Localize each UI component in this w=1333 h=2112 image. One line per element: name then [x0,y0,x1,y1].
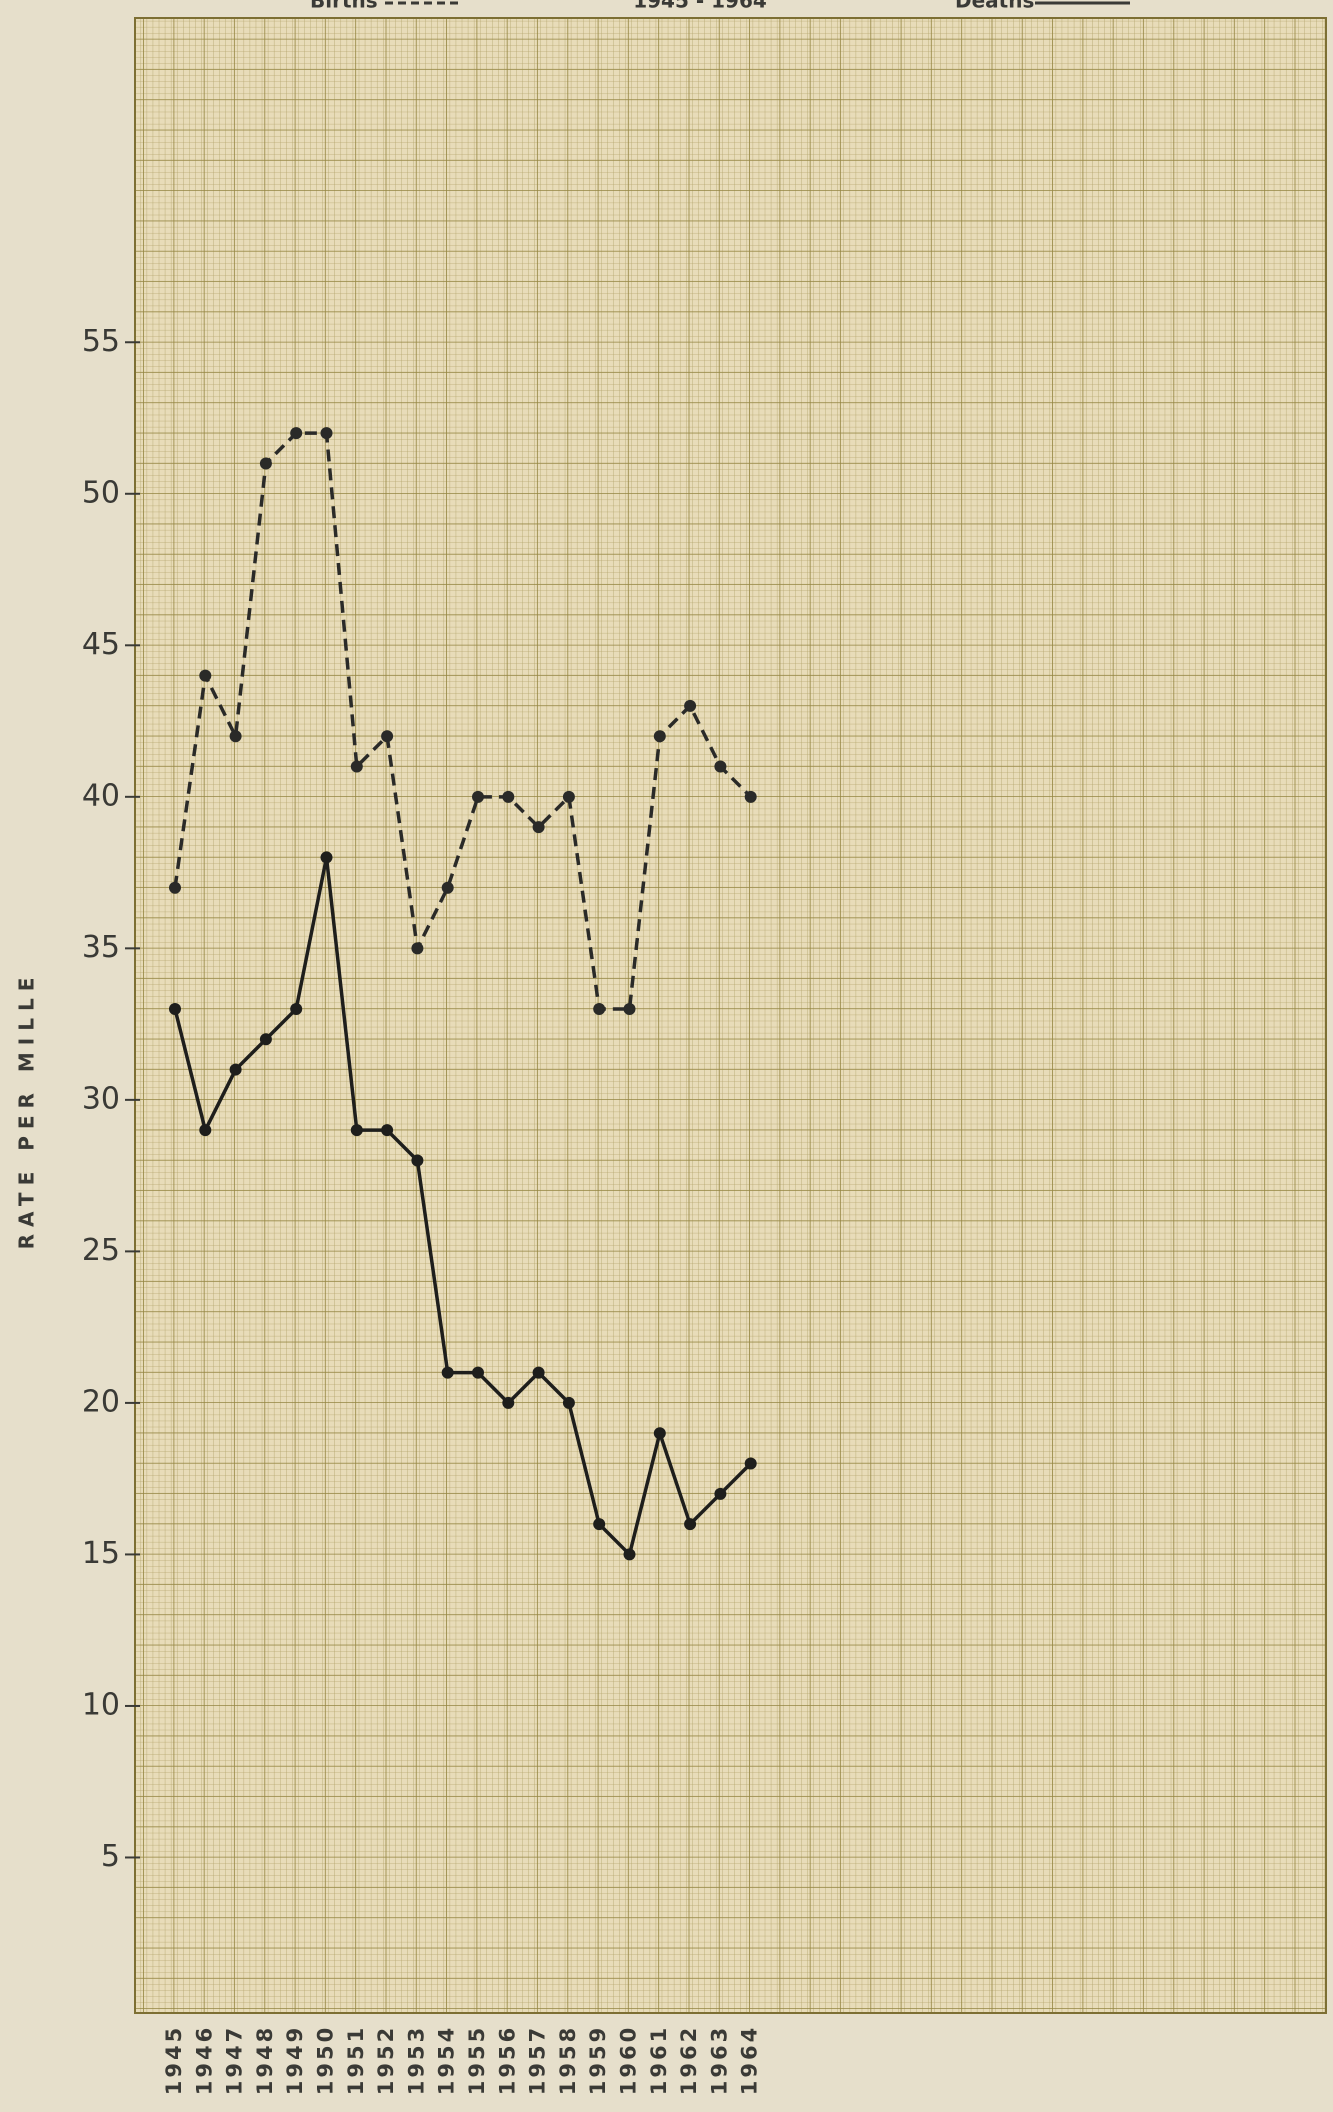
legend-births: Births [310,0,378,13]
data-point [229,730,242,743]
data-point [472,790,484,803]
data-point [169,1002,181,1015]
data-point [714,760,727,773]
x-tick-label: 1949 [283,2025,307,2095]
x-tick-label: 1960 [617,2025,641,2095]
y-tick-label: 30 [82,1081,120,1116]
grid-border [134,17,1327,2014]
data-point [259,457,272,470]
data-point [350,760,363,773]
y-tick-label: 50 [82,475,120,510]
data-point [199,669,212,682]
data-point [290,427,303,440]
y-tick-label: 40 [82,778,120,813]
data-point [441,881,454,894]
data-point [532,1366,545,1379]
data-point [169,881,181,894]
x-tick-label: 1964 [738,2025,762,2095]
graph-paper [134,17,1327,2014]
x-tick-label: 1961 [647,2025,671,2095]
y-tick-label: 55 [82,324,120,359]
data-point [562,790,575,803]
data-point [229,1063,242,1076]
data-point [320,851,333,864]
data-point [653,1427,666,1440]
y-axis-label: RATE PER MILLE [15,971,39,1250]
data-point [532,821,545,834]
data-point [350,1124,363,1137]
x-tick-label: 1958 [556,2025,580,2095]
y-tick-label: 15 [82,1536,120,1571]
x-tick-label: 1955 [465,2025,489,2095]
data-point [714,1487,727,1500]
data-point [562,1396,575,1409]
series-line [173,431,752,1011]
x-tick-label: 1956 [495,2025,519,2095]
series-line [173,855,752,1557]
x-tick-label: 1952 [374,2025,398,2095]
data-point [744,1457,757,1470]
y-tick-label: 45 [82,627,120,662]
x-tick-label: 1953 [404,2025,428,2095]
x-tick-label: 1957 [526,2025,550,2095]
x-tick-label: 1948 [253,2025,277,2095]
y-tick-label: 25 [82,1233,120,1268]
x-tick-label: 1963 [707,2025,731,2095]
y-tick-label: 5 [101,1839,120,1874]
chart-title: 1945 - 1964 [633,0,767,13]
x-tick-label: 1962 [677,2025,701,2095]
data-point [744,790,757,803]
data-point [684,1518,697,1531]
x-tick-label: 1946 [192,2025,216,2095]
data-point [411,942,424,955]
y-tick-label: 10 [82,1687,120,1722]
data-point [199,1124,212,1137]
x-tick-label: 1951 [344,2025,368,2095]
data-point [502,1396,515,1409]
x-tick-label: 1950 [314,2025,338,2095]
data-point [684,699,697,712]
major-grid [135,18,1326,2013]
data-point [472,1366,484,1379]
data-point [320,427,333,440]
data-point [593,1518,606,1531]
data-point [623,1548,636,1561]
data-point [381,730,394,743]
x-tick-label: 1954 [435,2025,459,2095]
data-point [290,1002,303,1015]
data-point [441,1366,454,1379]
data-point [653,730,666,743]
data-point [381,1124,394,1137]
x-tick-label: 1947 [223,2025,247,2095]
x-tick-label: 1959 [586,2025,610,2095]
x-tick-label: 1945 [162,2025,186,2095]
data-point [411,1154,424,1167]
data-point [593,1002,606,1015]
data-point [259,1033,272,1046]
legend-deaths: Deaths [955,0,1034,13]
data-point [502,790,515,803]
y-tick-label: 20 [82,1384,120,1419]
y-tick-label: 35 [82,930,120,965]
data-point [623,1002,636,1015]
